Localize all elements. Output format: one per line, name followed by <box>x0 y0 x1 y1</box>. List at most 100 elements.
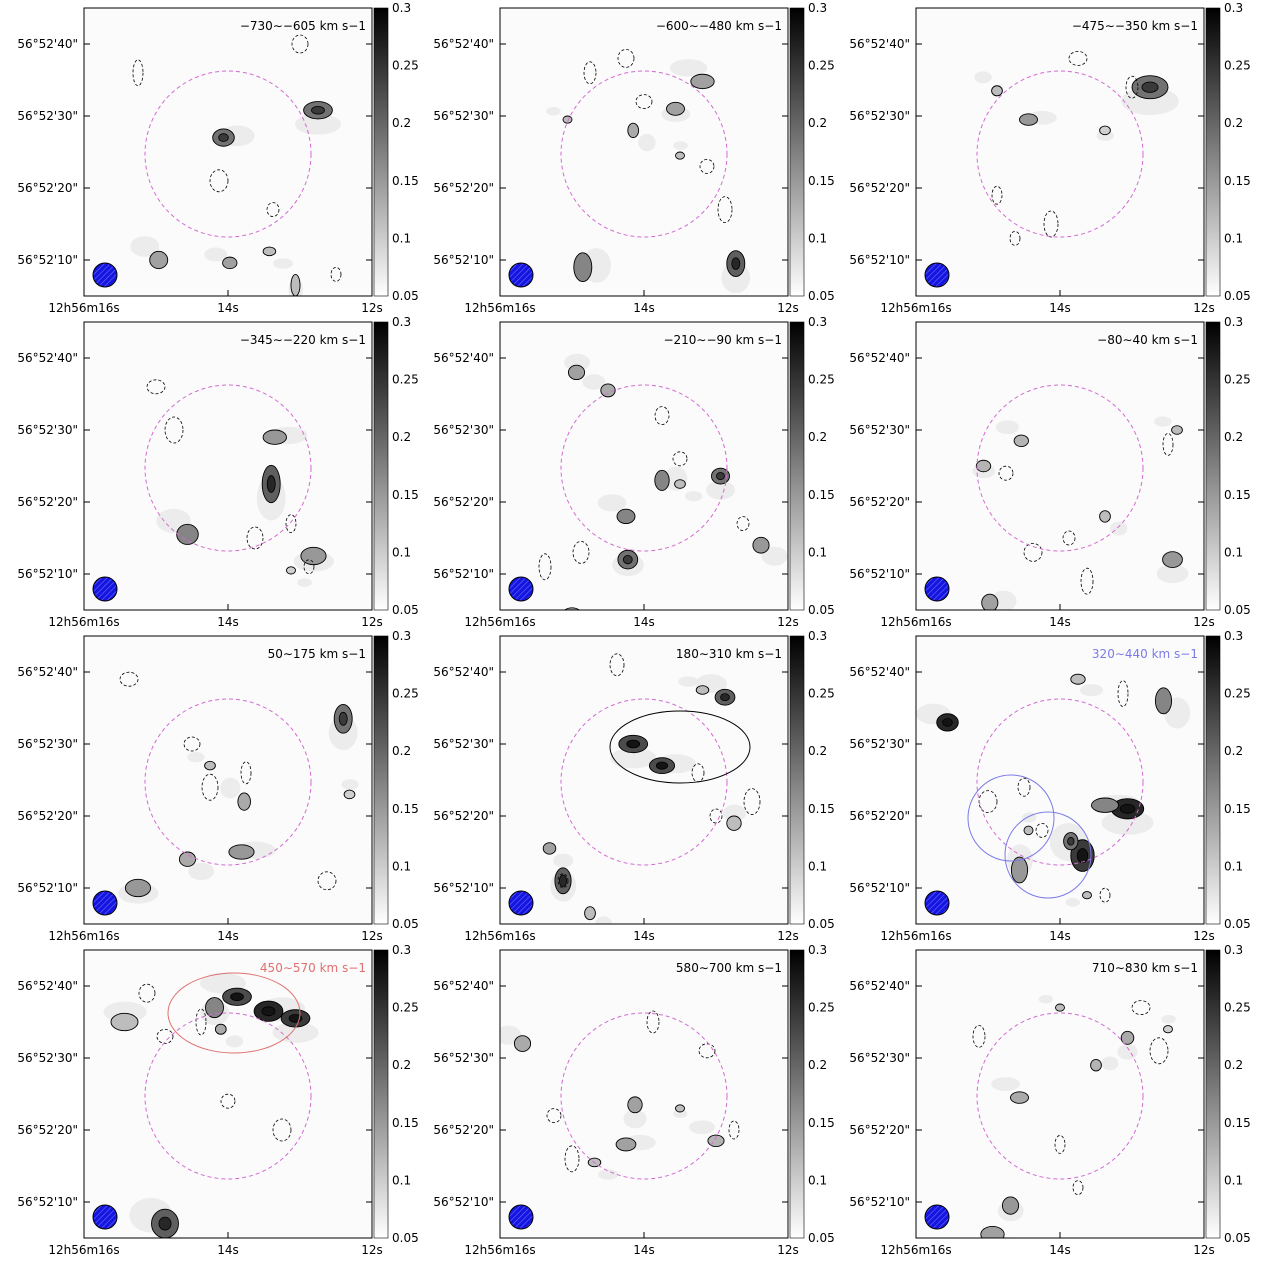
colorbar-tick-label: 0.15 <box>392 488 419 502</box>
colorbar-tick-label: 0.15 <box>808 174 835 188</box>
emission-contour <box>513 1035 532 1052</box>
noise-patch <box>1117 1044 1138 1060</box>
emission-contour <box>214 1023 227 1035</box>
dec-tick-label: 56°52'40" <box>17 351 78 365</box>
ra-tick-label: 14s <box>1049 301 1071 315</box>
negative-contour <box>1043 210 1059 238</box>
ra-tick-label: 12h56m16s <box>464 301 535 315</box>
map-content <box>924 994 1176 1238</box>
noise-patch <box>272 1022 319 1043</box>
noise-patch <box>1065 898 1080 907</box>
colorbar-tick-label: 0.3 <box>808 1 827 15</box>
velocity-label: 580∼700 km s−1 <box>676 961 782 975</box>
emission-contour <box>1001 1196 1020 1215</box>
noise-patch <box>594 916 613 924</box>
dec-tick-label: 56°52'30" <box>849 423 910 437</box>
colorbar-tick-label: 0.2 <box>1224 1058 1243 1072</box>
negative-contour <box>538 553 552 581</box>
dec-tick-label: 56°52'20" <box>849 181 910 195</box>
noise-patch <box>597 494 627 512</box>
negative-contour <box>317 871 337 891</box>
channel-panel: −475∼−350 km s−1 56°52'40" 56°52'30" 56°52'… <box>849 1 1250 315</box>
beam-ellipse <box>508 890 534 916</box>
emission-contour <box>542 842 557 855</box>
noise-patch <box>673 141 688 150</box>
emission-contour-inner <box>622 554 633 565</box>
colorbar <box>1205 7 1221 297</box>
colorbar-tick-label: 0.1 <box>808 545 827 559</box>
beam-ellipse <box>92 576 118 602</box>
colorbar-tick-label: 0.1 <box>392 545 411 559</box>
ra-tick-label: 12h56m16s <box>464 1243 535 1257</box>
negative-contour <box>240 761 252 785</box>
velocity-label: 450∼570 km s−1 <box>260 961 366 975</box>
emission-contour-inner <box>716 472 725 481</box>
dec-tick-label: 56°52'20" <box>849 1123 910 1137</box>
aperture-circle <box>560 1012 728 1180</box>
dec-tick-label: 56°52'40" <box>17 979 78 993</box>
emission-contour <box>675 1104 685 1113</box>
emission-contour <box>615 1137 637 1152</box>
noise-patch <box>995 420 1019 435</box>
velocity-label: −210∼−90 km s−1 <box>663 333 782 347</box>
negative-contour <box>1117 680 1129 707</box>
ra-tick-label: 12h56m16s <box>48 615 119 629</box>
dec-tick-label: 56°52'10" <box>849 567 910 581</box>
colorbar-tick-label: 0.1 <box>392 1173 411 1187</box>
noise-patch <box>553 853 574 868</box>
emission-contour-inner <box>731 257 741 270</box>
dec-tick-label: 56°52'30" <box>433 109 494 123</box>
noise-patch <box>723 804 747 822</box>
beam-ellipse <box>924 1204 950 1230</box>
dec-tick-label: 56°52'40" <box>433 351 494 365</box>
aperture-circle <box>144 384 312 552</box>
dec-tick-label: 56°52'30" <box>17 737 78 751</box>
map-background <box>916 950 1204 1238</box>
colorbar-tick-label: 0.15 <box>808 1116 835 1130</box>
colorbar <box>1205 321 1221 611</box>
colorbar-tick-label: 0.25 <box>392 1001 419 1015</box>
colorbar-tick-label: 0.05 <box>1224 1231 1251 1245</box>
colorbar-tick-label: 0.15 <box>1224 488 1251 502</box>
emission-contour-inner <box>218 133 229 142</box>
negative-contour <box>698 1043 716 1059</box>
beam-ellipse <box>924 576 950 602</box>
colorbar-tick-label: 0.2 <box>392 1058 411 1072</box>
emission-contour-inner <box>158 1216 172 1231</box>
colorbar-tick-label: 0.15 <box>808 802 835 816</box>
colorbar-tick-label: 0.25 <box>808 59 835 73</box>
dec-tick-label: 56°52'30" <box>433 1051 494 1065</box>
emission-contour <box>286 566 296 575</box>
map-content <box>508 653 761 924</box>
ra-tick-label: 12h56m16s <box>464 615 535 629</box>
emission-contour <box>991 85 1003 97</box>
colorbar-tick-label: 0.25 <box>392 687 419 701</box>
dec-tick-label: 56°52'20" <box>17 495 78 509</box>
colorbar-tick-label: 0.05 <box>392 603 419 617</box>
colorbar-tick-label: 0.3 <box>808 629 827 643</box>
colorbar-tick-label: 0.1 <box>1224 545 1243 559</box>
emission-contour <box>690 73 715 90</box>
ra-tick-label: 14s <box>633 929 655 943</box>
colorbar-tick-label: 0.3 <box>1224 315 1243 329</box>
noise-patch <box>297 578 312 587</box>
colorbar-tick-label: 0.1 <box>1224 1173 1243 1187</box>
ra-tick-label: 12s <box>361 301 383 315</box>
dec-tick-label: 56°52'40" <box>17 37 78 51</box>
dec-tick-label: 56°52'10" <box>849 253 910 267</box>
negative-contour <box>736 516 750 531</box>
dec-tick-label: 56°52'30" <box>17 423 78 437</box>
dec-tick-label: 56°52'10" <box>433 881 494 895</box>
emission-contour <box>674 479 686 489</box>
noise-patch <box>204 247 228 262</box>
emission-contour <box>343 789 356 800</box>
emission-contour <box>675 151 685 160</box>
dec-tick-label: 56°52'40" <box>849 979 910 993</box>
dec-tick-label: 56°52'20" <box>433 809 494 823</box>
emission-contour <box>205 997 224 1019</box>
negative-contour <box>138 983 156 1003</box>
dec-tick-label: 56°52'30" <box>17 1051 78 1065</box>
colorbar-tick-label: 0.25 <box>1224 373 1251 387</box>
emission-contour <box>627 1096 643 1114</box>
